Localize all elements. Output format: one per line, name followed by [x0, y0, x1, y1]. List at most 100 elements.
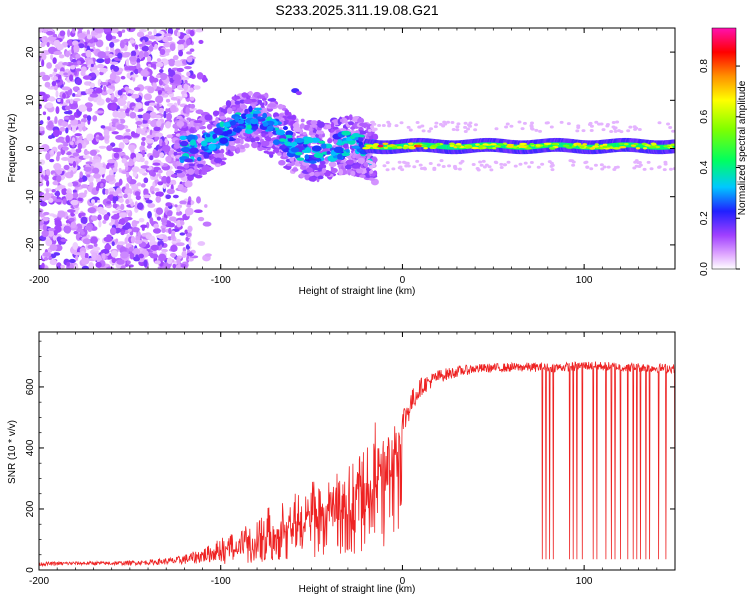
spectrogram-blob [77, 142, 83, 150]
spectrogram-blob [63, 72, 68, 76]
spectrogram-blob [616, 129, 621, 133]
spectrogram-blob [549, 147, 556, 150]
spectrogram-blob [161, 175, 168, 184]
spectrogram-blob [187, 163, 196, 167]
spectrogram-blob [69, 55, 73, 61]
spectrogram-blob [155, 207, 164, 215]
spectrogram-blob [529, 125, 534, 129]
spectrogram-blob [52, 57, 57, 64]
spectrogram-blob [183, 163, 190, 169]
spectrogram-blob [129, 252, 135, 260]
spectrogram-blob [404, 164, 409, 168]
spectrogram-blob [120, 230, 125, 236]
spectrogram-blob [89, 82, 95, 89]
spectrogram-blob [133, 157, 137, 163]
spectrogram-blob [160, 217, 168, 224]
snr-ytick-label: 0 [25, 567, 36, 573]
spectrogram-blob [46, 62, 52, 69]
spectrogram-blob [251, 141, 259, 149]
spectrogram-blob [142, 39, 146, 47]
spectrogram-blob [611, 121, 616, 125]
spectrogram-blob [61, 86, 71, 91]
spectrogram-blob [170, 244, 178, 252]
spectrogram-blob [65, 192, 74, 201]
spectrogram-blob [367, 128, 372, 132]
spectrogram-blob [663, 145, 671, 148]
spectrogram-blob [417, 125, 422, 129]
spectrogram-blob [69, 262, 74, 269]
spectrogram-blob [156, 119, 162, 128]
spectrogram-blob [159, 69, 164, 74]
spectrogram-blob [143, 93, 152, 101]
spectrogram-blob [482, 146, 487, 149]
spectrogram-blob [133, 107, 139, 112]
spectrogram-blob [117, 98, 127, 107]
spectrogram-blob [188, 257, 194, 262]
spectrogram-blob [162, 183, 167, 189]
spectrogram-blob [42, 216, 50, 222]
spectrogram-blob [77, 192, 87, 198]
spectrogram-marks [39, 28, 675, 269]
spectrogram-blob [243, 99, 253, 105]
spectrogram-blob [318, 140, 326, 144]
spectrogram-blob [187, 168, 195, 175]
spectrogram-blob [321, 143, 327, 149]
spectrogram-blob [464, 145, 473, 149]
spectrogram-blob [179, 140, 189, 147]
spectrogram-ylabel: Frequency (Hz) [7, 114, 18, 183]
spectrogram-blob [70, 221, 77, 229]
spectrogram-blob [456, 122, 461, 126]
spectrogram-blob [72, 86, 79, 92]
spectrogram-blob [568, 159, 573, 163]
spectrogram-blob [663, 162, 668, 166]
spectrogram-blob [39, 120, 44, 125]
spectrogram-blob [154, 43, 158, 50]
spectrogram-blob [196, 163, 204, 168]
spectrogram-blob [186, 252, 195, 257]
spectrogram-blob [279, 138, 286, 142]
spectrogram-blob [113, 65, 120, 72]
spectrogram-blob [55, 138, 61, 143]
spectrogram-blob [118, 142, 125, 150]
spectrogram-blob [463, 125, 468, 129]
spectrogram-blob [91, 46, 96, 54]
spectrogram-blob [152, 77, 159, 83]
spectrogram-blob [172, 74, 182, 82]
spectrogram-blob [164, 121, 172, 129]
spectrogram-blob [299, 173, 305, 178]
spectrogram-blob [123, 105, 128, 110]
spectrogram-blob [633, 160, 638, 164]
snr-panel: -200 -100 0 100 0 200 400 600 Height of straigh… [7, 331, 676, 595]
spectrogram-blob [123, 193, 128, 199]
spectrogram-blob [63, 164, 70, 171]
spectrogram-blob [171, 83, 177, 90]
spectrogram-blob [103, 129, 110, 137]
spectrogram-blob [58, 54, 65, 59]
spectrogram-blob [61, 187, 68, 196]
spectrogram-blob [134, 191, 141, 197]
spectrogram-blob [315, 130, 325, 135]
spectrogram-blob [173, 142, 181, 149]
spectrogram-blob [90, 199, 96, 204]
spectrogram-blob [385, 161, 390, 165]
spectrogram-blob [67, 29, 71, 38]
spectrogram-blob [134, 68, 139, 75]
spectrogram-blob [111, 131, 119, 135]
spectrogram-blob [589, 124, 594, 128]
spectrogram-blob [113, 152, 120, 159]
spectrogram-blob [204, 253, 212, 257]
spectrogram-blob [198, 216, 205, 222]
spectrogram-blob [55, 155, 60, 162]
spectrogram-blob [198, 39, 204, 45]
spectrogram-blob [169, 43, 176, 52]
spectrogram-blob [153, 187, 160, 192]
spectrogram-blob [153, 126, 161, 132]
spectrogram-blob [115, 135, 124, 140]
spectrogram-blob [634, 164, 639, 168]
spectrogram-blob [232, 127, 242, 133]
spectrogram-blob [420, 144, 428, 147]
spectrogram-blob [118, 197, 124, 203]
spectrogram-blob [196, 72, 204, 80]
spectrogram-blob [116, 259, 125, 265]
spectrogram-blob [576, 125, 581, 129]
